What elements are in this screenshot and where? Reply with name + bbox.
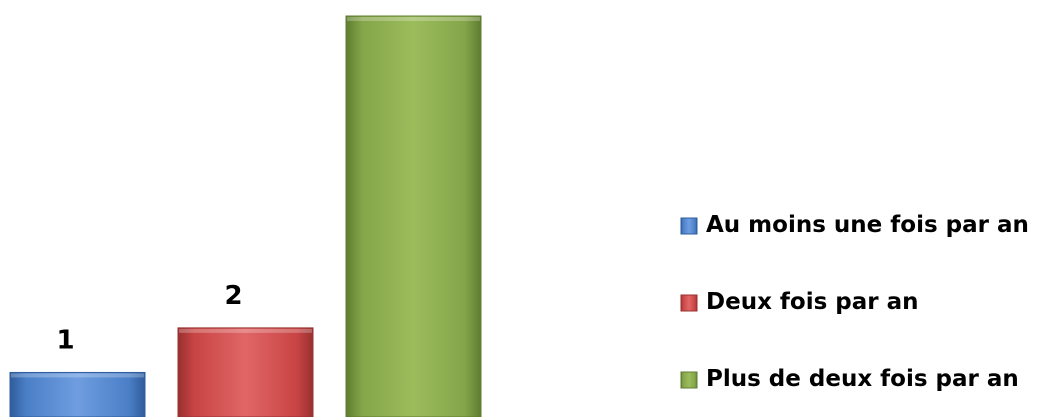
bar-highlight (11, 373, 144, 378)
legend-label-au-moins-une-fois-par-an: Au moins une fois par an (706, 212, 1029, 238)
data-label-au-moins-une-fois-par-an: 1 (56, 325, 74, 355)
bar-highlight (179, 328, 312, 333)
legend-label-deux-fois-par-an: Deux fois par an (706, 289, 919, 315)
bar-highlight (347, 17, 480, 21)
bar-deux-fois-par-an (177, 327, 314, 417)
legend-swatch-deux-fois-par-an (680, 294, 698, 312)
bar-au-moins-une-fois-par-an (9, 371, 146, 417)
bar-plus-de-deux-fois-par-an (345, 15, 482, 417)
data-label-deux-fois-par-an: 2 (224, 281, 242, 311)
data-labels-group: 12 (56, 281, 242, 356)
legend-swatch-plus-de-deux-fois-par-an (680, 371, 698, 389)
legend: Au moins une fois par an Deux fois par an… (680, 212, 1029, 392)
bars-group (9, 15, 482, 417)
legend-swatch-au-moins-une-fois-par-an (680, 217, 698, 235)
legend-label-plus-de-deux-fois-par-an: Plus de deux fois par an (706, 366, 1019, 392)
